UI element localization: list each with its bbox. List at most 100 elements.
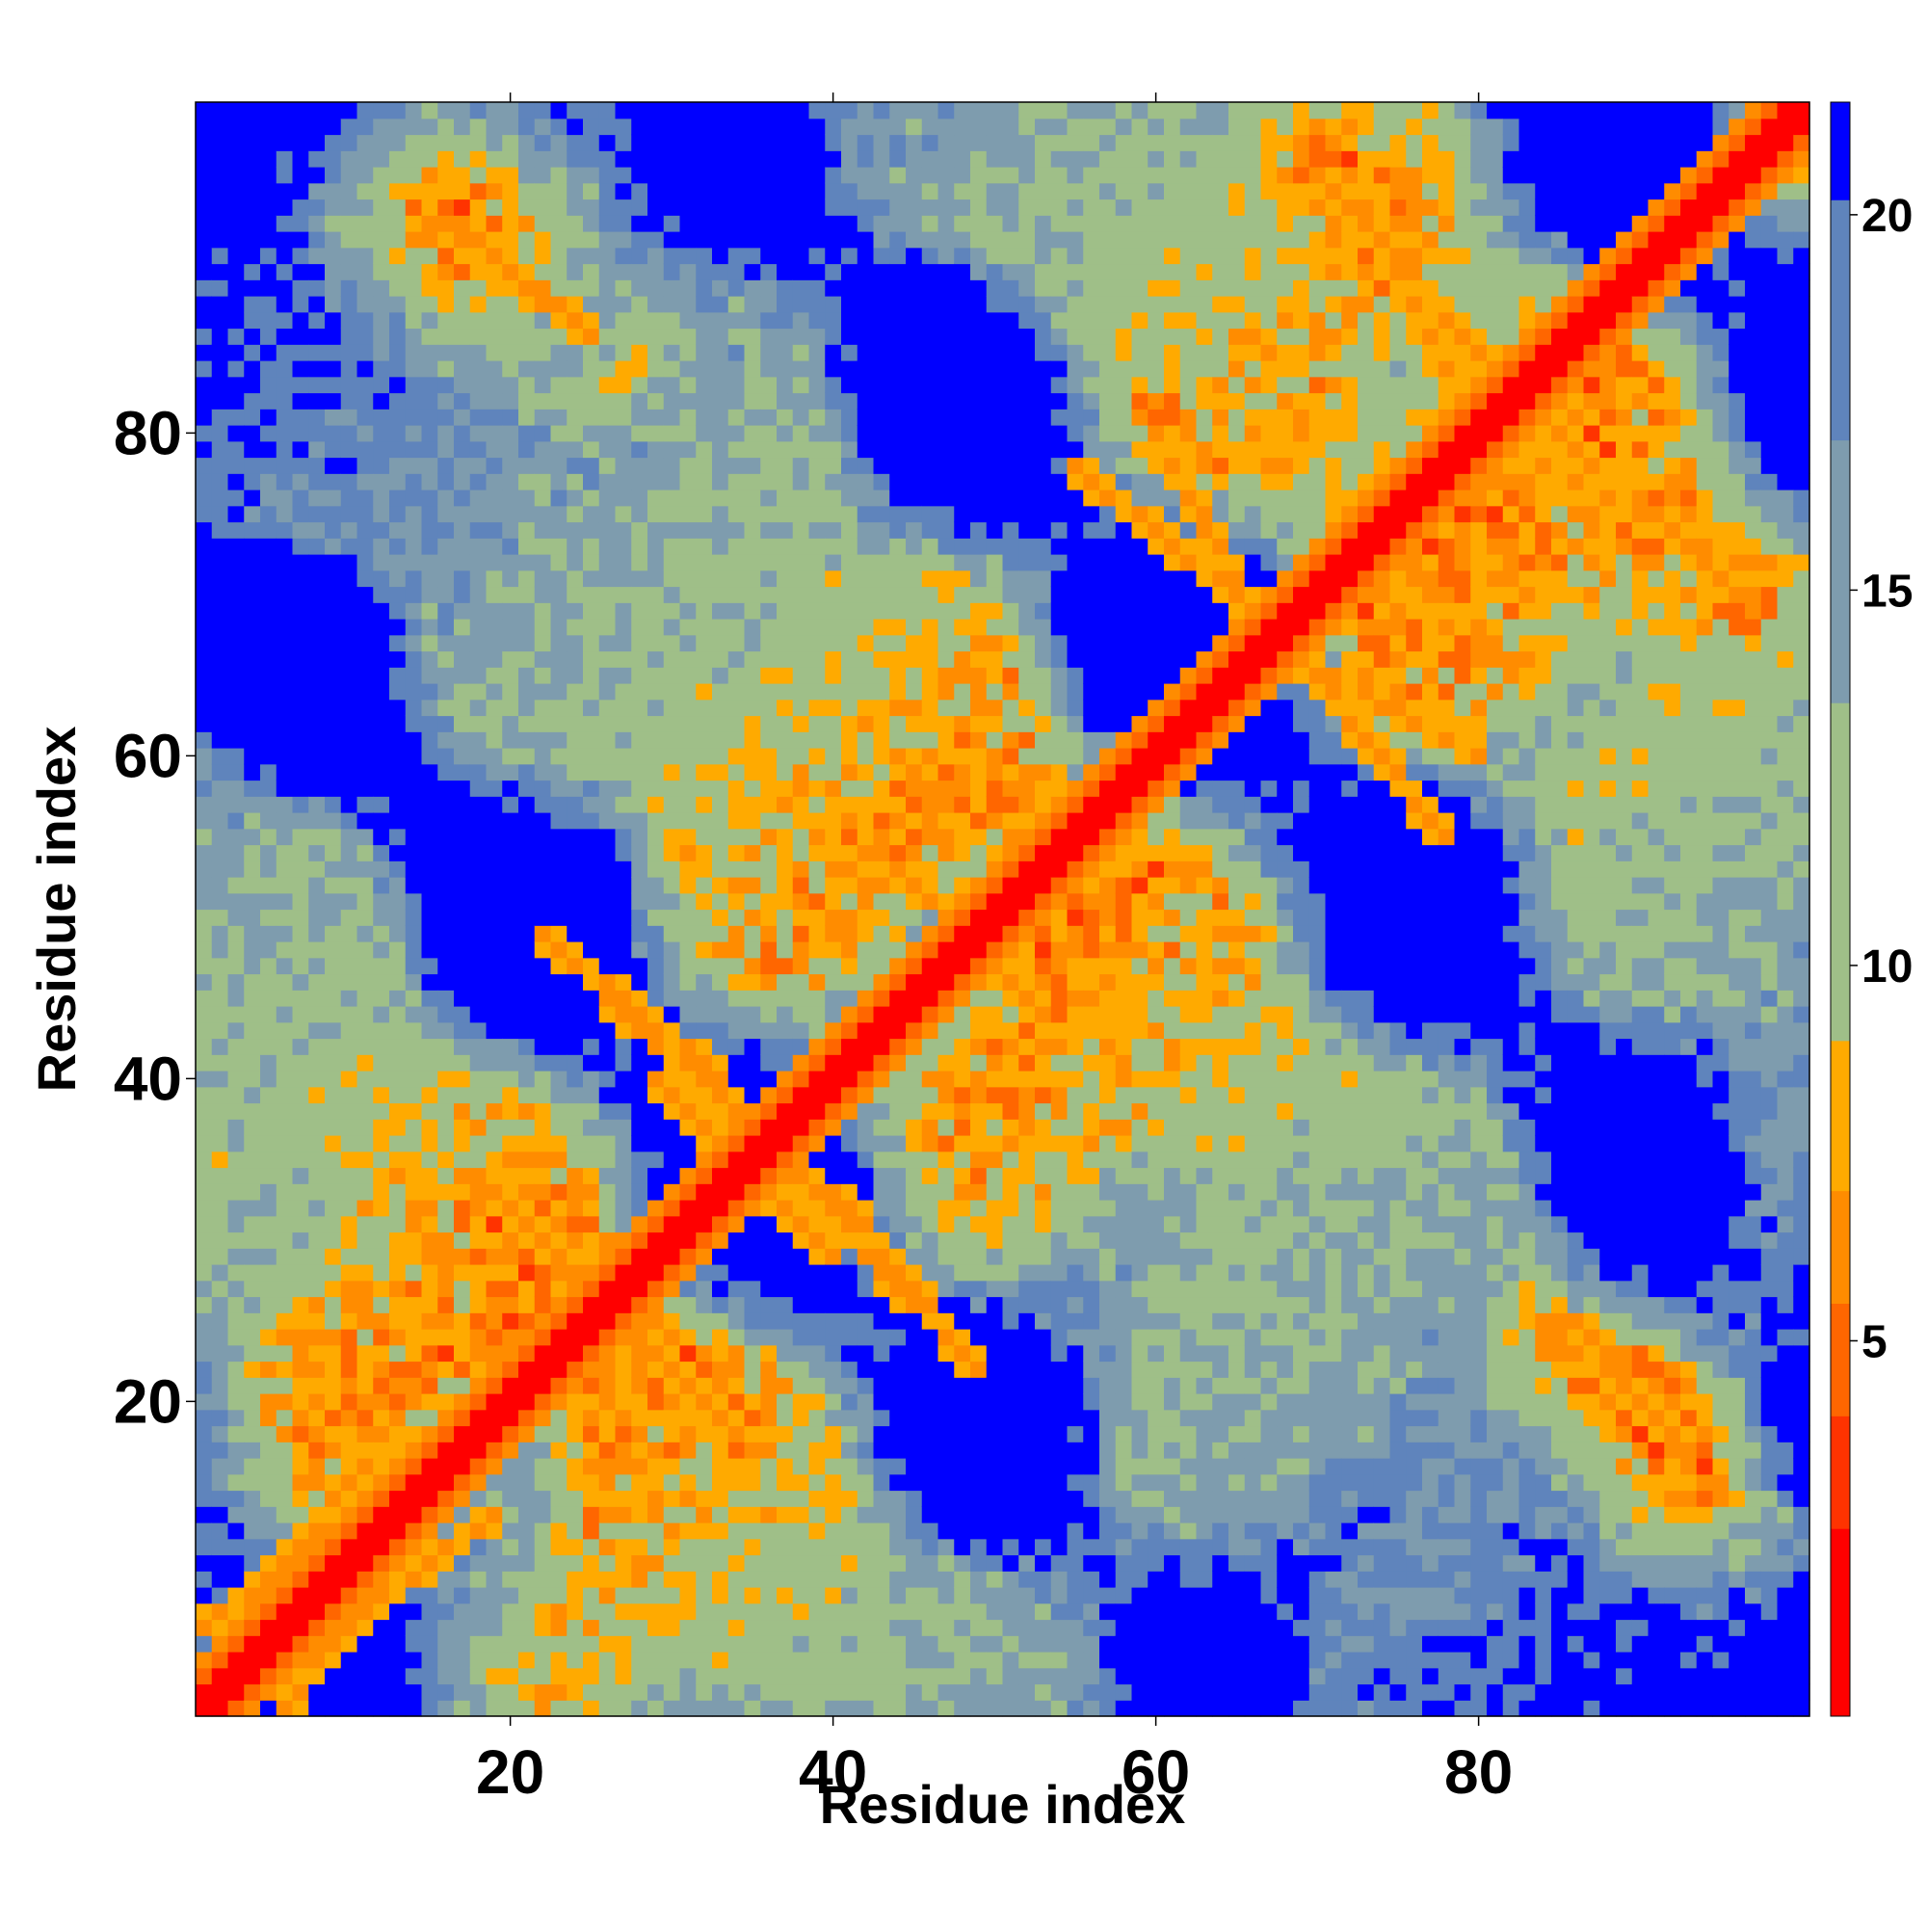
heatmap-cell (534, 1554, 552, 1572)
heatmap-cell (373, 828, 390, 846)
heatmap-cell (567, 973, 584, 991)
heatmap-cell (825, 1571, 842, 1588)
heatmap-cell (534, 1329, 552, 1346)
heatmap-cell (437, 1409, 455, 1427)
heatmap-cell (308, 1361, 326, 1378)
heatmap-cell (486, 1361, 503, 1378)
heatmap-cell (373, 182, 390, 200)
heatmap-cell (260, 1554, 277, 1572)
heatmap-cell (889, 1667, 907, 1685)
heatmap-cell (405, 344, 423, 361)
heatmap-cell (276, 925, 294, 942)
heatmap-cell (777, 1151, 794, 1169)
heatmap-cell (970, 1361, 988, 1378)
heatmap-cell (937, 231, 955, 249)
heatmap-cell (615, 844, 632, 861)
heatmap-cell (760, 425, 778, 442)
heatmap-cell (244, 1442, 261, 1459)
heatmap-cell (631, 215, 648, 232)
heatmap-cell (469, 311, 488, 330)
heatmap-cell (937, 360, 955, 378)
heatmap-cell (712, 586, 729, 603)
heatmap-cell (502, 440, 519, 459)
heatmap-cell (518, 1151, 536, 1169)
heatmap-cell (276, 812, 294, 830)
heatmap-cell (921, 1587, 939, 1604)
heatmap-cell (970, 167, 988, 184)
heatmap-cell (777, 683, 794, 701)
heatmap-cell (663, 118, 681, 136)
heatmap-cell (954, 1587, 971, 1604)
heatmap-cell (712, 102, 729, 119)
heatmap-cell (373, 715, 390, 732)
heatmap-cell (260, 1587, 277, 1604)
heatmap-cell (437, 1587, 455, 1604)
heatmap-cell (615, 957, 632, 975)
heatmap-cell (679, 1248, 697, 1265)
heatmap-cell (696, 1409, 713, 1427)
heatmap-cell (260, 828, 277, 846)
heatmap-cell (921, 328, 939, 345)
heatmap-cell (227, 1473, 245, 1492)
heatmap-cell (421, 1361, 438, 1378)
heatmap-cell (373, 1635, 390, 1653)
heatmap-cell (550, 1538, 568, 1556)
heatmap-cell (873, 231, 890, 249)
heatmap-cell (292, 1361, 309, 1378)
heatmap-cell (454, 102, 471, 119)
heatmap-cell (937, 279, 955, 297)
heatmap-cell (469, 1054, 488, 1072)
heatmap-cell (211, 231, 229, 249)
heatmap-cell (841, 763, 858, 781)
heatmap-cell (954, 699, 971, 717)
heatmap-cell (469, 1683, 488, 1701)
heatmap-cell (244, 1151, 261, 1169)
heatmap-cell (356, 1102, 374, 1120)
heatmap-cell (970, 296, 988, 313)
heatmap-cell (373, 1344, 390, 1363)
heatmap-cell (550, 1522, 568, 1540)
heatmap-cell (792, 650, 810, 668)
heatmap-cell (260, 877, 277, 894)
heatmap-cell (292, 1296, 309, 1313)
heatmap-cell (196, 941, 213, 959)
heatmap-cell (647, 1393, 665, 1411)
heatmap-cell (744, 198, 761, 216)
heatmap-cell (196, 215, 213, 232)
heatmap-cell (325, 1248, 342, 1265)
heatmap-cell (792, 909, 810, 926)
heatmap-cell (808, 1135, 826, 1152)
heatmap-cell (825, 731, 842, 749)
heatmap-cell (550, 667, 568, 684)
heatmap-cell (921, 231, 939, 249)
heatmap-cell (534, 1200, 552, 1217)
heatmap-cell (696, 328, 713, 345)
heatmap-cell (340, 1377, 358, 1394)
heatmap-cell (276, 505, 294, 523)
heatmap-cell (825, 247, 842, 265)
heatmap-cell (196, 602, 213, 620)
heatmap-cell (260, 1264, 277, 1282)
heatmap-cell (744, 296, 761, 313)
heatmap-cell (325, 263, 342, 280)
heatmap-cell (437, 1006, 455, 1023)
heatmap-cell (954, 425, 971, 442)
heatmap-cell (647, 440, 665, 459)
heatmap-cell (211, 634, 229, 652)
heatmap-cell (906, 392, 923, 410)
heatmap-cell (373, 392, 390, 410)
heatmap-cell (954, 1473, 971, 1492)
heatmap-cell (760, 1296, 778, 1313)
heatmap-cell (841, 1054, 858, 1072)
heatmap-cell (598, 457, 617, 474)
heatmap-cell (986, 941, 1004, 959)
heatmap-cell (567, 892, 584, 911)
heatmap-cell (486, 796, 503, 813)
heatmap-cell (873, 505, 890, 523)
heatmap-cell (260, 1490, 277, 1507)
heatmap-cell (744, 231, 761, 249)
heatmap-cell (437, 731, 455, 749)
heatmap-cell (712, 490, 729, 507)
heatmap-cell (437, 1683, 455, 1701)
heatmap-cell (227, 812, 245, 830)
